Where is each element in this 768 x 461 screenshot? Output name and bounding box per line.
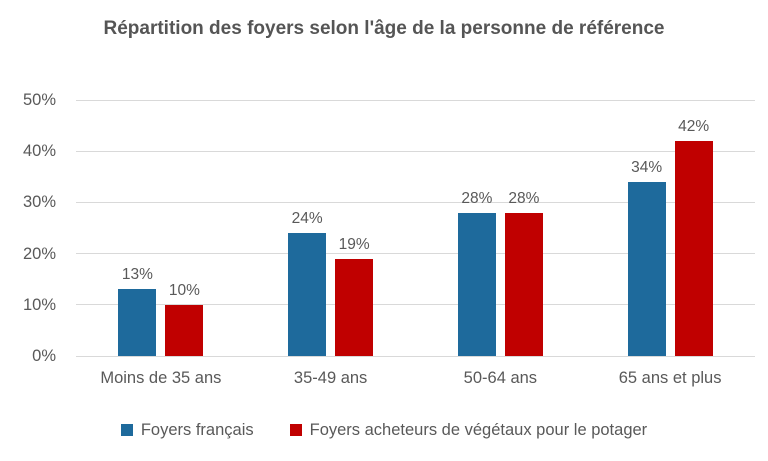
bar-column: 28% [504,100,543,356]
bar-value-label: 28% [461,189,493,207]
bar-column: 13% [118,100,157,356]
legend-item: Foyers acheteurs de végétaux pour le pot… [289,420,648,440]
bar-group: 24% 19% [246,100,416,356]
chart-title: Répartition des foyers selon l'âge de la… [103,18,665,39]
bar [674,140,713,356]
bar-column: 24% [288,100,327,356]
plot-area: 0% 10% 20% 30% 40% 50% 13% 10% 24% 19% 28% 28% 34% 42… [23,91,755,365]
bar-column: 34% [627,100,666,356]
x-axis-label: Moins de 35 ans [100,369,222,387]
legend: Foyers français Foyers acheteurs de végét… [0,416,768,444]
x-axis-label: 65 ans et plus [618,369,722,387]
legend-label: Foyers acheteurs de végétaux pour le pot… [309,420,648,439]
bar [457,212,496,356]
bar-groups: 13% 10% 24% 19% 28% 28% 34% 42% [76,100,755,356]
legend-swatch [289,424,302,436]
bar-group: 28% 28% [416,100,586,356]
y-tick-label: 0% [32,347,56,365]
legend-item: Foyers français [120,420,254,440]
bar [627,181,666,356]
y-tick-label: 30% [22,193,56,212]
bar [288,233,327,356]
legend-swatch [120,424,133,436]
y-tick-label: 40% [22,142,56,161]
bar-value-label: 10% [168,281,200,299]
bar-group: 13% 10% [76,100,246,356]
gridline [76,304,755,306]
bar-column: 10% [165,100,204,356]
y-tick-label: 50% [22,91,56,109]
y-tick-label: 10% [22,295,56,314]
chart-title-row: Répartition des foyers selon l'âge de la… [0,14,768,44]
legend-label: Foyers français [140,420,254,439]
bar-value-label: 13% [121,266,153,284]
bar [165,304,204,356]
gridline [76,355,755,357]
bar-value-label: 28% [508,189,540,207]
bar-column: 19% [335,100,374,356]
bar-value-label: 42% [678,117,710,135]
bar-column: 42% [674,100,713,356]
gridline [76,253,755,255]
bar-value-label: 24% [291,210,323,228]
bar [504,212,543,356]
gridline [76,201,755,203]
bar-value-label: 19% [338,235,370,253]
x-axis-label: 50-64 ans [463,369,538,387]
gridline [76,150,755,152]
gridline [76,99,755,101]
bar-column: 28% [457,100,496,356]
x-axis-labels: Moins de 35 ans 35-49 ans 50-64 ans 65 ans … [76,369,755,388]
bar [335,258,374,356]
x-axis-label: 35-49 ans [293,369,368,387]
bar [118,289,157,356]
y-tick-label: 20% [22,244,56,263]
bar-group: 34% 42% [585,100,755,356]
bar-value-label: 34% [631,158,663,176]
